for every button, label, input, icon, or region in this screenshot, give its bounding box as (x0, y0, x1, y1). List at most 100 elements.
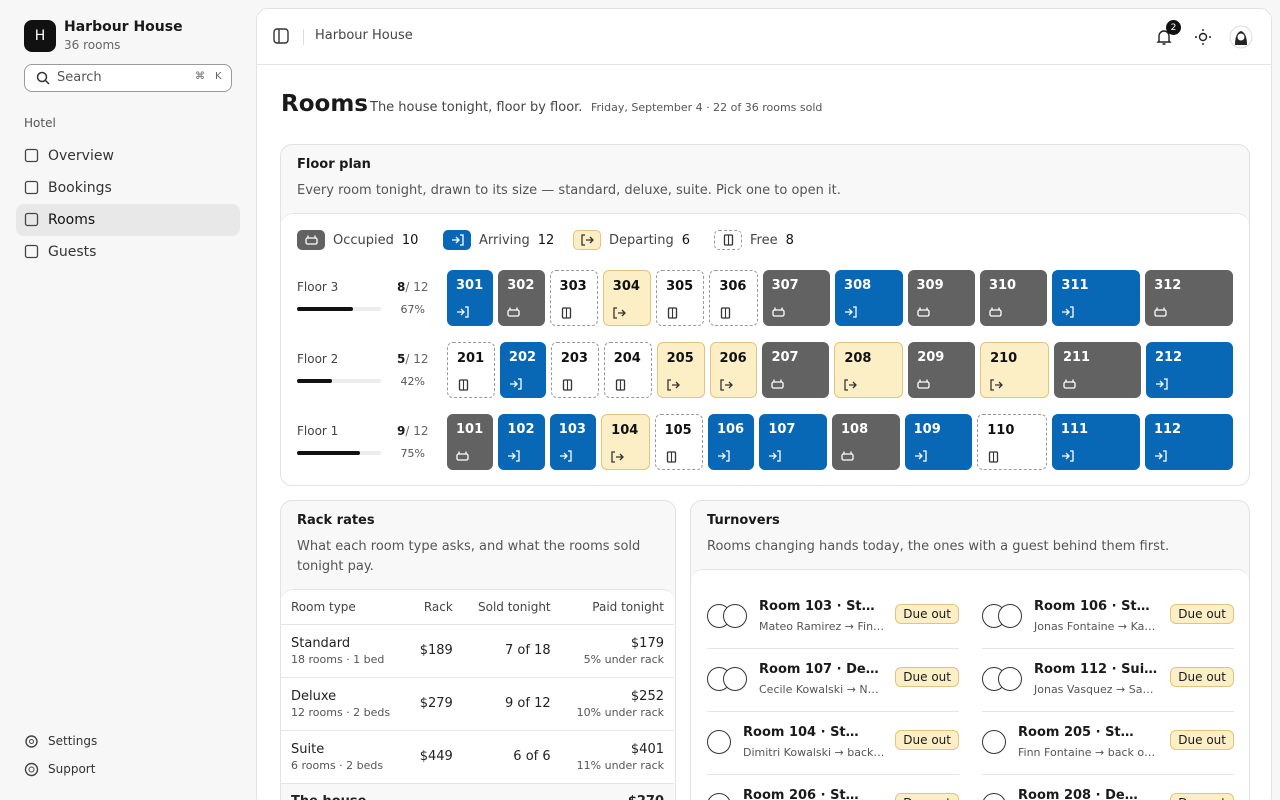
guest-avatar (982, 730, 1006, 754)
room[interactable]: 309 (907, 270, 975, 326)
turnover-guests: Jonas Vasquez → Sa… (1034, 683, 1154, 696)
turnover[interactable]: Room 206 · Standard Due out (707, 775, 959, 800)
room[interactable]: 102 (498, 414, 545, 470)
room-number: 303 (559, 279, 587, 294)
search-icon (36, 71, 50, 85)
room[interactable]: 307 (762, 270, 831, 326)
turnover[interactable]: Room 104 · Standard Dimitri Kowalski → ba… (707, 712, 959, 775)
room[interactable]: 308 (835, 270, 903, 326)
room-number: 312 (1154, 278, 1182, 293)
room-number: 309 (916, 278, 944, 293)
nav-label: Settings (48, 734, 98, 748)
turnover[interactable]: Room 205 · Standard Finn Fontaine → back … (982, 712, 1234, 775)
room[interactable]: 211 (1053, 342, 1141, 398)
icon (25, 735, 38, 748)
nav-support[interactable]: Support (24, 762, 95, 777)
cell-rack: $449 (406, 730, 463, 784)
theme-toggle[interactable] (1195, 29, 1211, 45)
room[interactable]: 110 (977, 414, 1047, 470)
floor-percent: 42% (400, 375, 425, 388)
table-row[interactable]: Standard 18 rooms · 1 bed $189 7 of 18 $179 5… (281, 624, 674, 678)
room[interactable]: 212 (1145, 342, 1233, 398)
legend-item: Occupied 10 (297, 230, 418, 250)
room[interactable]: 109 (904, 414, 973, 470)
room[interactable]: 103 (549, 414, 597, 470)
topbar: Harbour House 2 (257, 9, 1271, 65)
room[interactable]: 205 (656, 342, 705, 398)
sidebar-toggle[interactable] (273, 28, 289, 44)
column-header: Paid tonight (560, 590, 674, 625)
cell-paid: $401 11% under rack (560, 730, 674, 784)
status-icon (451, 234, 464, 246)
room[interactable]: 310 (979, 270, 1048, 326)
paid-note: 11% under rack (576, 758, 664, 772)
room[interactable]: 303 (549, 270, 598, 326)
cell (406, 783, 463, 800)
nav-icon (24, 212, 39, 227)
room-number: 202 (508, 350, 537, 365)
room[interactable]: 304 (602, 270, 652, 326)
floor-plan: Occupied 10 Arriving 12 Departing 6 Free 8 Floor… (281, 213, 1249, 485)
page-meta: Friday, September 4 · 22 of 36 rooms sol… (591, 101, 823, 114)
room[interactable]: 305 (656, 270, 705, 326)
room[interactable]: 302 (498, 270, 545, 326)
room[interactable]: 111 (1051, 414, 1140, 470)
legend-item: Free 8 (714, 230, 794, 250)
nav-item[interactable]: Rooms (16, 204, 240, 236)
room-number: 110 (987, 423, 1015, 438)
legend-swatch (573, 230, 601, 250)
room[interactable]: 105 (654, 414, 703, 470)
room[interactable]: 104 (601, 414, 650, 470)
status-icon (457, 306, 469, 318)
status-badge: Due out (895, 667, 959, 687)
user-avatar[interactable] (1229, 25, 1253, 49)
room[interactable]: 306 (709, 270, 758, 326)
room-number: 206 (719, 351, 747, 366)
room[interactable]: 203 (550, 342, 599, 398)
nav-item[interactable]: Bookings (16, 172, 240, 204)
room[interactable]: 207 (762, 342, 830, 398)
floor-bar-track (297, 451, 381, 455)
turnover[interactable]: Room 208 · Deluxe Due out (982, 775, 1234, 800)
room-detail: 18 rooms · 1 bed (291, 652, 385, 666)
room[interactable]: 107 (759, 414, 827, 470)
legend-count: 10 (401, 232, 419, 248)
turnover[interactable]: Room 107 · Deluxe Cecile Kowalski → N… Due… (707, 649, 959, 712)
room-number: 201 (457, 351, 485, 366)
turnover[interactable]: Room 103 · Standard Mateo Ramirez → Fin… D… (707, 586, 959, 649)
nav-settings[interactable]: Settings (24, 734, 97, 748)
nav-item[interactable]: Guests (16, 236, 240, 268)
room[interactable]: 210 (980, 342, 1049, 398)
table-row[interactable]: Suite 6 rooms · 2 beds $449 6 of 6 $401 11% u… (281, 730, 674, 784)
turnover[interactable]: Room 106 · Standard Jonas Fontaine → Ka… D… (982, 586, 1234, 649)
room[interactable]: 204 (603, 342, 652, 398)
breadcrumb[interactable]: Harbour House (315, 28, 413, 43)
room[interactable]: 106 (707, 414, 755, 470)
room[interactable]: 101 (447, 414, 494, 470)
cell-sold: 9 of 12 (462, 677, 561, 731)
status-icon (990, 379, 1003, 391)
room[interactable]: 301 (447, 270, 494, 326)
status-icon (580, 234, 594, 246)
turnover[interactable]: Room 112 · Suite Jonas Vasquez → Sa… Due o… (982, 649, 1234, 712)
room[interactable]: 312 (1145, 270, 1233, 326)
table-row[interactable]: Deluxe 12 rooms · 2 beds $279 9 of 12 $252 10… (281, 677, 674, 731)
room[interactable]: 108 (831, 414, 900, 470)
room[interactable]: 208 (834, 342, 904, 398)
status-icon (666, 379, 680, 391)
room[interactable]: 311 (1052, 270, 1141, 326)
room[interactable]: 202 (499, 342, 546, 398)
room[interactable]: 201 (447, 342, 495, 398)
paid-note: 5% under rack (583, 652, 664, 666)
floor-name: Floor 3 (297, 280, 339, 294)
room[interactable]: 209 (908, 342, 976, 398)
turnover-guests: Mateo Ramirez → Fin… (759, 620, 885, 633)
room-number: 302 (507, 278, 535, 293)
search[interactable]: Search ⌘ K (24, 64, 232, 92)
floor-sold-count: 8 (397, 280, 406, 294)
room[interactable]: 206 (709, 342, 758, 398)
brand-sub: 36 rooms (64, 38, 121, 52)
nav-item[interactable]: Overview (16, 140, 240, 172)
room[interactable]: 112 (1144, 414, 1233, 470)
